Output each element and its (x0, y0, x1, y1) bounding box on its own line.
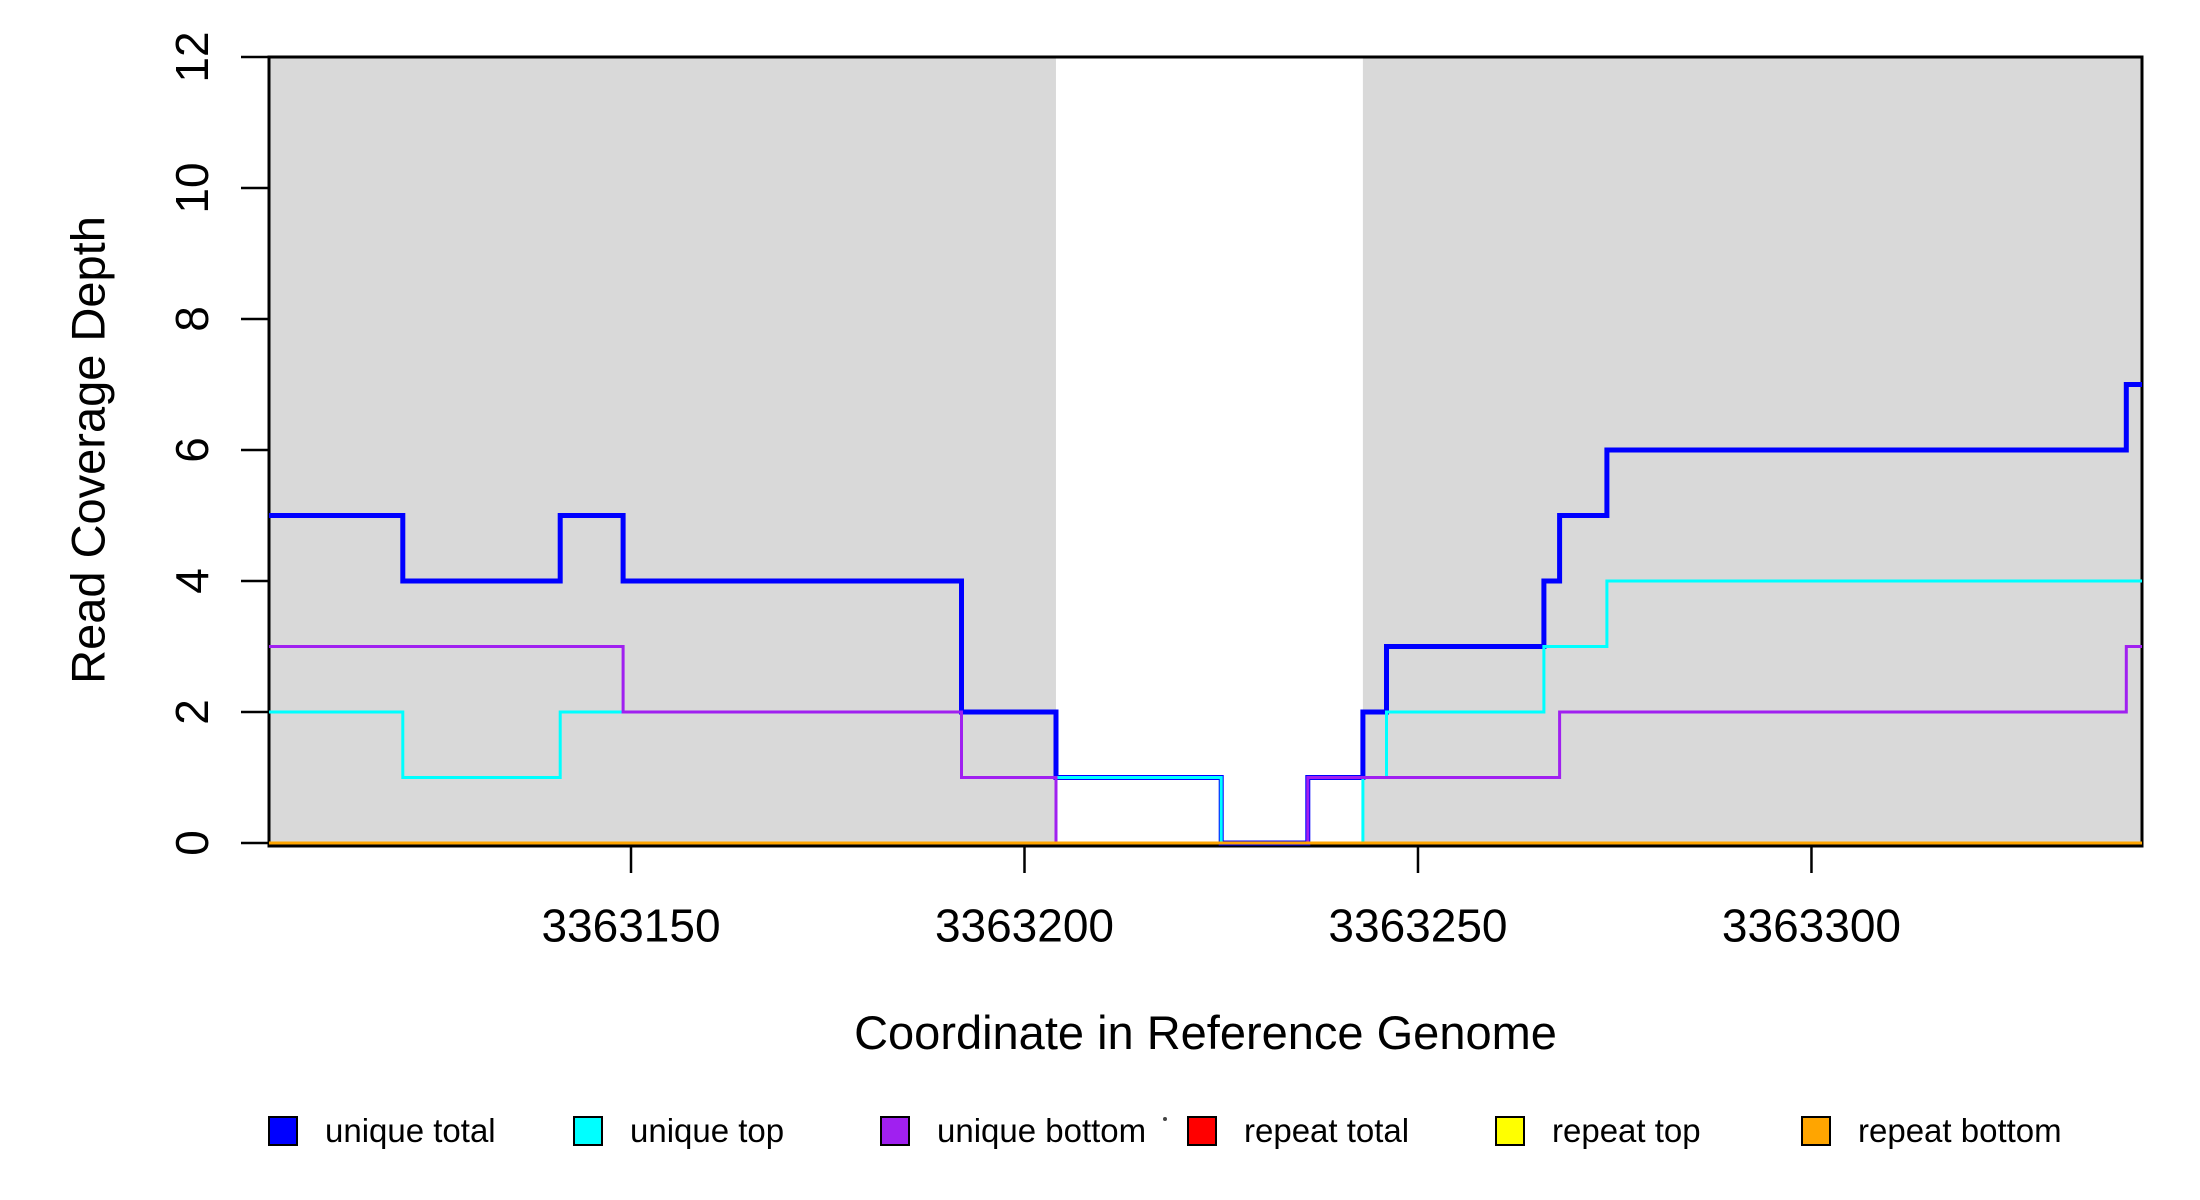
y-tick-label: 10 (166, 162, 218, 213)
legend-swatch-unique-bottom (880, 1116, 910, 1146)
legend-swatch-repeat-total (1187, 1116, 1217, 1146)
y-tick-label: 12 (166, 31, 218, 82)
legend-item-repeat-bottom: repeat bottom (1801, 1112, 2062, 1150)
x-tick-label: 3363200 (935, 900, 1114, 952)
legend-swatch-repeat-bottom (1801, 1116, 1831, 1146)
plot-frame (267, 55, 2144, 848)
y-tick-label: 2 (166, 699, 218, 725)
legend-swatch-repeat-top (1495, 1116, 1525, 1146)
legend-label: unique total (325, 1112, 496, 1149)
legend-item-unique-total: unique total (268, 1112, 496, 1150)
legend: unique total unique top unique bottom repea… (0, 1112, 2200, 1156)
x-tick-label: 3363150 (541, 900, 720, 952)
legend-item-repeat-total: repeat total (1187, 1112, 1409, 1150)
stray-dot (1163, 1117, 1167, 1121)
legend-item-unique-top: unique top (573, 1112, 784, 1150)
y-tick-label: 4 (166, 568, 218, 594)
legend-item-unique-bottom: unique bottom (880, 1112, 1146, 1150)
legend-label: repeat top (1552, 1112, 1701, 1149)
legend-label: unique bottom (937, 1112, 1147, 1149)
x-tick-label: 3363250 (1328, 900, 1507, 952)
y-tick-label: 6 (166, 437, 218, 463)
legend-swatch-unique-top (573, 1116, 603, 1146)
legend-label: repeat bottom (1858, 1112, 2062, 1149)
y-tick-label: 8 (166, 306, 218, 332)
legend-label: repeat total (1244, 1112, 1410, 1149)
y-tick-label: 0 (166, 830, 218, 856)
legend-item-repeat-top: repeat top (1495, 1112, 1701, 1150)
legend-label: unique top (630, 1112, 785, 1149)
x-tick-label: 3363300 (1722, 900, 1901, 952)
legend-swatch-unique-total (268, 1116, 298, 1146)
x-axis-title: Coordinate in Reference Genome (854, 1006, 1557, 1059)
y-axis-title: Read Coverage Depth (61, 216, 115, 684)
unique-region-left (269, 57, 1056, 843)
